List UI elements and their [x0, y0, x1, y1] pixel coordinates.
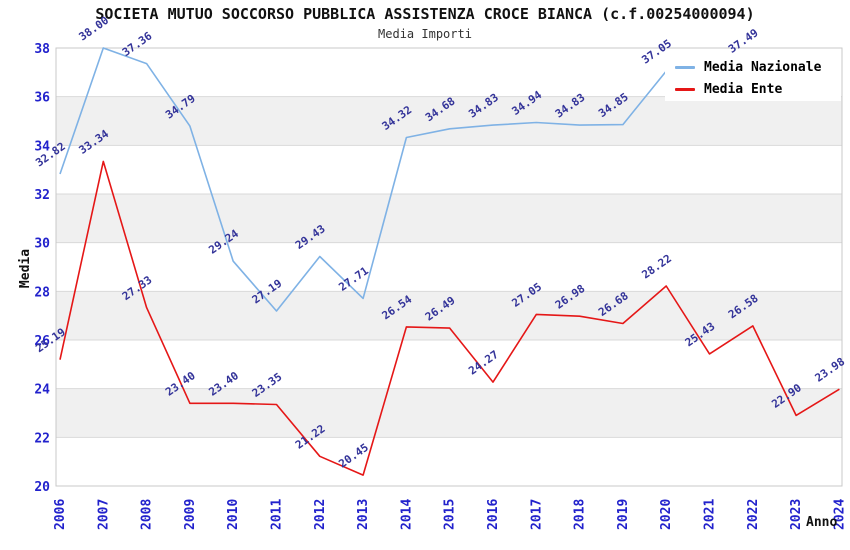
- y-tick-label: 34: [34, 139, 50, 154]
- y-tick-label: 28: [34, 285, 50, 300]
- plot-border: [55, 47, 843, 487]
- x-tick-label: 2009: [183, 499, 198, 530]
- x-tick-label: 2020: [659, 499, 674, 530]
- x-tick-label: 2019: [616, 499, 631, 530]
- x-tick-label: 2011: [270, 499, 285, 530]
- chart-title: SOCIETA MUTUO SOCCORSO PUBBLICA ASSISTEN…: [95, 5, 755, 23]
- legend: Media Nazionale Media Ente: [665, 55, 841, 101]
- grid-band: [56, 340, 842, 389]
- x-tick-label: 2015: [443, 499, 458, 530]
- legend-line-swatch-ente: [675, 87, 695, 91]
- y-tick-label: 26: [34, 334, 50, 349]
- y-tick-label: 22: [34, 431, 50, 446]
- y-tick-label: 36: [34, 91, 50, 106]
- x-tick-label: 2022: [746, 499, 761, 530]
- grid-band: [56, 437, 842, 486]
- x-tick-label: 2021: [703, 499, 718, 530]
- y-tick-label: 24: [34, 383, 50, 398]
- chart-subtitle: Media Importi: [378, 27, 472, 41]
- x-tick-label: 2023: [789, 499, 804, 530]
- x-tick-label: 2014: [399, 499, 414, 530]
- point-label: 38.00: [77, 14, 112, 44]
- series-line-media-ente: [59, 160, 840, 476]
- x-tick-label: 2008: [140, 499, 155, 530]
- x-tick-label: 2012: [313, 499, 328, 530]
- y-tick-label: 38: [34, 42, 50, 57]
- x-tick-label: 2024: [832, 499, 847, 530]
- grid-band: [56, 291, 842, 340]
- x-tick-label: 2010: [226, 499, 241, 530]
- x-tick-label: 2013: [356, 499, 371, 530]
- legend-line-swatch-nazionale: [675, 65, 695, 69]
- legend-item-media-ente: Media Ente: [665, 82, 841, 97]
- y-tick-label: 30: [34, 237, 50, 252]
- legend-item-media-nazionale: Media Nazionale: [665, 60, 841, 75]
- x-tick-label: 2007: [96, 499, 111, 530]
- grid-band: [56, 242, 842, 292]
- x-tick-label: 2018: [573, 499, 588, 530]
- y-axis-title: Media: [18, 248, 34, 289]
- x-axis-title: Anno: [806, 515, 838, 530]
- x-tick-label: 2006: [53, 499, 68, 530]
- grid-band: [56, 194, 842, 243]
- y-tick-label: 20: [34, 480, 50, 495]
- series-line-media-nazionale: [59, 47, 753, 312]
- grid-band: [56, 145, 842, 194]
- legend-label-ente: Media Ente: [704, 81, 783, 97]
- x-tick-label: 2017: [529, 499, 544, 530]
- legend-label-nazionale: Media Nazionale: [704, 59, 822, 75]
- x-tick-label: 2016: [486, 499, 501, 530]
- y-tick-label: 32: [34, 188, 50, 203]
